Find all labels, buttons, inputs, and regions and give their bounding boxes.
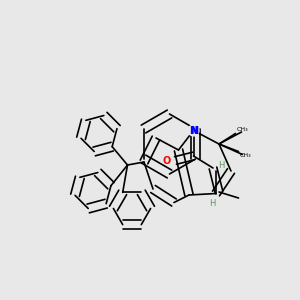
Text: CH₃: CH₃ [240,153,252,158]
Text: N: N [190,126,198,136]
Circle shape [188,125,199,136]
Text: CH₃: CH₃ [237,127,249,132]
Text: N: N [189,125,198,136]
Text: H: H [209,199,215,208]
Text: H: H [218,160,225,169]
Text: O: O [163,155,171,166]
